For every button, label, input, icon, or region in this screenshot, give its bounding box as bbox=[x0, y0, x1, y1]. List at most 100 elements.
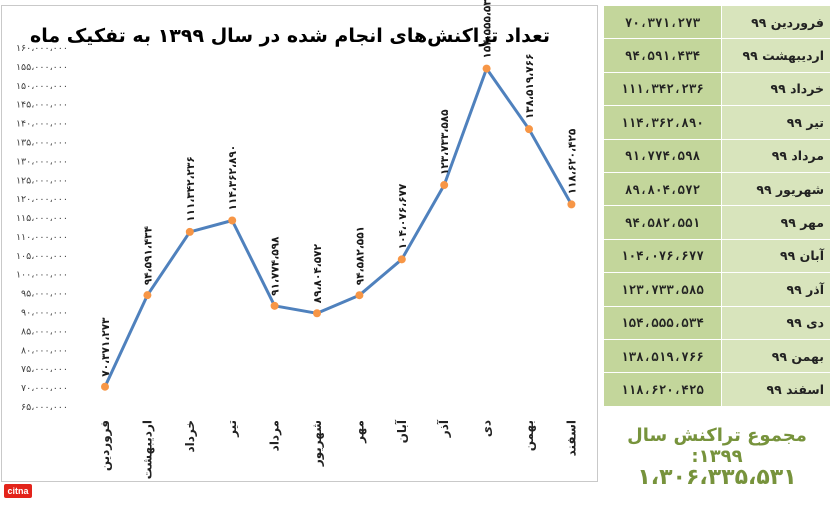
table-cell-value: ۱۵۴،۵۵۵،۵۳۴ bbox=[603, 305, 722, 340]
table-cell-month: خرداد ۹۹ bbox=[721, 71, 831, 107]
x-tick-label: مهر bbox=[352, 420, 366, 444]
table-row: ۱۱۱،۳۴۲،۲۳۶ خرداد ۹۹ bbox=[603, 71, 831, 107]
y-tick-label: ۸۰،۰۰۰،۰۰۰ bbox=[21, 345, 68, 356]
y-tick-label: ۱۲۰،۰۰۰،۰۰۰ bbox=[16, 194, 68, 205]
data-point bbox=[440, 181, 449, 190]
data-label: ۷۰،۳۷۱،۲۷۳ bbox=[100, 317, 112, 377]
x-tick-label: تیر bbox=[225, 420, 239, 438]
table-cell-value: ۷۰،۳۷۱،۲۷۳ bbox=[603, 4, 722, 40]
data-label: ۱۵۴،۵۵۵،۵۳۴ bbox=[482, 0, 494, 59]
monthly-table: ۷۰،۳۷۱،۲۷۳ فروردین ۹۹ ۹۴،۵۹۱،۴۳۴ اردیبهشت ۹… bbox=[603, 4, 831, 407]
table-cell-value: ۹۴،۵۸۲،۵۵۱ bbox=[603, 205, 722, 240]
table-cell-value: ۱۰۴،۰۷۶،۶۷۷ bbox=[603, 238, 722, 274]
y-tick-label: ۷۰،۰۰۰،۰۰۰ bbox=[21, 383, 68, 394]
data-point bbox=[397, 255, 406, 264]
citna-logo: citna bbox=[4, 484, 32, 498]
table-row: ۱۰۴،۰۷۶،۶۷۷ آبان ۹۹ bbox=[603, 238, 831, 274]
table-cell-value: ۹۱،۷۷۴،۵۹۸ bbox=[603, 138, 722, 173]
total-label: مجموع تراکنش سال ۱۳۹۹: bbox=[627, 425, 807, 467]
table-row: ۱۱۴،۳۶۲،۸۹۰ تیر ۹۹ bbox=[603, 105, 831, 140]
y-tick-label: ۸۵،۰۰۰،۰۰۰ bbox=[21, 326, 68, 337]
x-tick-label: اردیبهشت bbox=[140, 420, 154, 479]
table-row: ۱۵۴،۵۵۵،۵۳۴ دی ۹۹ bbox=[603, 305, 831, 340]
y-tick-label: ۱۴۰،۰۰۰،۰۰۰ bbox=[16, 119, 68, 130]
total-value: ۱،۳۰۶،۳۳۵،۵۳۱ bbox=[637, 465, 797, 490]
data-label: ۱۱۱،۳۴۲،۲۳۶ bbox=[185, 156, 197, 222]
table-cell-value: ۱۱۴،۳۶۲،۸۹۰ bbox=[603, 105, 722, 140]
table-cell-month: فروردین ۹۹ bbox=[721, 4, 831, 40]
data-label: ۹۴،۵۹۱،۴۳۴ bbox=[142, 225, 154, 285]
data-point bbox=[143, 291, 152, 300]
x-tick-label: دی bbox=[480, 420, 494, 437]
data-point bbox=[313, 309, 321, 318]
series-line bbox=[103, 67, 573, 388]
data-point bbox=[567, 200, 576, 209]
table-row: ۹۴،۵۸۲،۵۵۱ مهر ۹۹ bbox=[603, 205, 831, 240]
data-point bbox=[270, 301, 279, 310]
y-tick-label: ۷۵،۰۰۰،۰۰۰ bbox=[21, 364, 68, 375]
chart-title: تعداد تراکنش‌های انجام شده در سال ۱۳۹۹ ب… bbox=[30, 25, 550, 47]
table-cell-value: ۱۳۸،۵۱۹،۷۶۶ bbox=[603, 338, 722, 374]
table-cell-month: اردیبهشت ۹۹ bbox=[721, 38, 831, 73]
table-row: ۸۹،۸۰۴،۵۷۲ شهریور ۹۹ bbox=[603, 171, 831, 207]
data-label: ۱۳۸،۵۱۹،۷۶۶ bbox=[524, 54, 536, 120]
y-tick-label: ۹۰،۰۰۰،۰۰۰ bbox=[21, 308, 68, 319]
y-tick-label: ۱۱۰،۰۰۰،۰۰۰ bbox=[16, 232, 68, 243]
data-label: ۱۲۳،۷۳۳،۵۸۵ bbox=[439, 109, 451, 175]
data-points bbox=[101, 64, 576, 391]
y-tick-label: ۱۵۰،۰۰۰،۰۰۰ bbox=[16, 81, 68, 92]
data-label: ۱۰۴،۰۷۶،۶۷۷ bbox=[397, 183, 409, 249]
x-tick-label: بهمن bbox=[522, 420, 536, 451]
data-point bbox=[228, 216, 237, 225]
x-tick-label: اسفند bbox=[564, 420, 578, 456]
y-tick-label: ۱۶۰،۰۰۰،۰۰۰ bbox=[16, 43, 68, 54]
data-point bbox=[185, 227, 194, 236]
table-cell-month: دی ۹۹ bbox=[721, 305, 831, 340]
table-cell-month: مرداد ۹۹ bbox=[721, 138, 831, 173]
data-point bbox=[482, 64, 491, 73]
table-cell-value: ۱۱۸،۶۲۰،۴۲۵ bbox=[603, 372, 722, 407]
x-tick-label: خرداد bbox=[183, 420, 197, 453]
data-point bbox=[525, 125, 533, 134]
table-cell-month: بهمن ۹۹ bbox=[721, 338, 831, 374]
data-label: ۹۴،۵۸۲،۵۵۱ bbox=[354, 226, 366, 285]
table-row: ۹۱،۷۷۴،۵۹۸ مرداد ۹۹ bbox=[603, 138, 831, 173]
data-label: ۱۱۴،۳۶۲،۸۹۰ bbox=[227, 145, 239, 211]
y-tick-label: ۱۳۰،۰۰۰،۰۰۰ bbox=[16, 156, 68, 167]
y-tick-label: ۱۵۵،۰۰۰،۰۰۰ bbox=[16, 62, 68, 73]
data-labels: ۷۰،۳۷۱،۲۷۳ ۹۴،۵۹۱،۴۳۴ ۱۱۱،۳۴۲،۲۳۶ ۱۱۴،۳۶۲،۸… bbox=[100, 0, 578, 377]
x-tick-label: شهریور bbox=[310, 420, 325, 467]
line-chart: تعداد تراکنش‌های انجام شده در سال ۱۳۹۹ ب… bbox=[1, 0, 598, 482]
data-label: ۸۹،۸۰۴،۵۷۲ bbox=[312, 243, 324, 303]
y-tick-label: ۹۵،۰۰۰،۰۰۰ bbox=[21, 289, 68, 300]
y-tick-label: ۱۴۵،۰۰۰،۰۰۰ bbox=[16, 100, 68, 111]
y-tick-label: ۱۱۵،۰۰۰،۰۰۰ bbox=[16, 213, 68, 224]
x-tick-label: مرداد bbox=[268, 420, 282, 451]
x-axis: فروردین اردیبهشت خرداد تیر مرداد شهریور مهر آبا… bbox=[98, 419, 578, 479]
table-cell-month: مهر ۹۹ bbox=[721, 205, 831, 240]
x-tick-label: آذر bbox=[436, 419, 451, 438]
table-cell-value: ۱۱۱،۳۴۲،۲۳۶ bbox=[603, 71, 722, 107]
table-row: ۱۱۸،۶۲۰،۴۲۵ اسفند ۹۹ bbox=[603, 372, 831, 407]
table-cell-value: ۹۴،۵۹۱،۴۳۴ bbox=[603, 38, 722, 73]
table-cell-value: ۱۲۳،۷۳۳،۵۸۵ bbox=[603, 272, 722, 307]
data-label: ۹۱،۷۷۴،۵۹۸ bbox=[270, 236, 282, 296]
table-row: ۷۰،۳۷۱،۲۷۳ فروردین ۹۹ bbox=[603, 4, 831, 40]
table-row: ۱۲۳،۷۳۳،۵۸۵ آذر ۹۹ bbox=[603, 272, 831, 307]
data-label: ۱۱۸،۶۲۰،۴۲۵ bbox=[566, 128, 578, 194]
x-tick-label: آبان bbox=[394, 419, 409, 443]
table-cell-month: آذر ۹۹ bbox=[721, 272, 831, 307]
table-row: ۹۴،۵۹۱،۴۳۴ اردیبهشت ۹۹ bbox=[603, 38, 831, 73]
y-tick-label: ۱۳۵،۰۰۰،۰۰۰ bbox=[16, 137, 68, 148]
table-cell-month: تیر ۹۹ bbox=[721, 105, 831, 140]
chart-border bbox=[1, 5, 598, 482]
y-tick-label: ۶۵،۰۰۰،۰۰۰ bbox=[21, 402, 68, 413]
y-axis: ۶۵،۰۰۰،۰۰۰ ۷۰،۰۰۰،۰۰۰ ۷۵،۰۰۰،۰۰۰ ۸۰،۰۰۰،۰۰۰… bbox=[16, 43, 68, 413]
table-cell-value: ۸۹،۸۰۴،۵۷۲ bbox=[603, 171, 722, 207]
x-tick-label: فروردین bbox=[98, 420, 113, 471]
data-point bbox=[355, 291, 364, 300]
y-tick-label: ۱۰۵،۰۰۰،۰۰۰ bbox=[16, 251, 68, 262]
table-cell-month: شهریور ۹۹ bbox=[721, 171, 831, 207]
table-row: ۱۳۸،۵۱۹،۷۶۶ بهمن ۹۹ bbox=[603, 338, 831, 374]
table-cell-month: آبان ۹۹ bbox=[721, 238, 831, 274]
